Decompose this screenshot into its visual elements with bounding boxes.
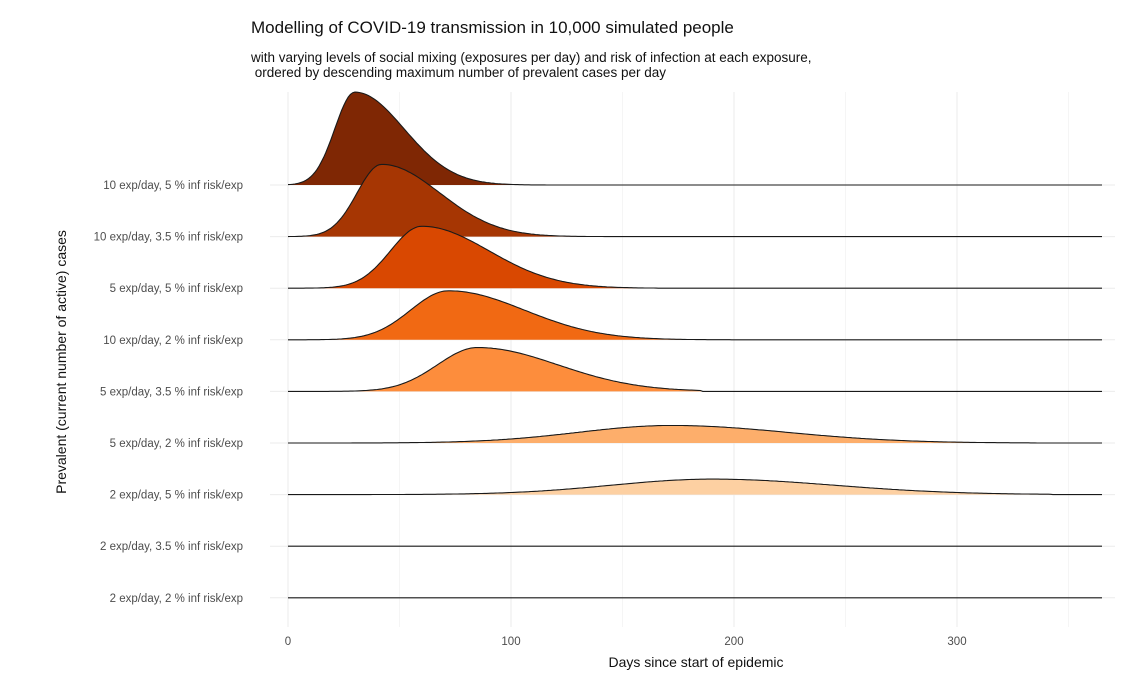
ridge-series bbox=[287, 91, 1102, 186]
ridge-series bbox=[288, 346, 1102, 392]
y-tick-label: 10 exp/day, 2 % inf risk/exp bbox=[103, 335, 243, 347]
ridge-series bbox=[288, 478, 1102, 496]
ridge-area bbox=[288, 164, 1102, 237]
y-tick-label: 2 exp/day, 3.5 % inf risk/exp bbox=[100, 541, 243, 553]
ridge-area bbox=[288, 92, 1102, 185]
ridge-series bbox=[288, 290, 1102, 341]
y-tick-label: 5 exp/day, 2 % inf risk/exp bbox=[110, 438, 243, 450]
y-tick-label: 10 exp/day, 3.5 % inf risk/exp bbox=[94, 232, 243, 244]
y-tick-label: 2 exp/day, 2 % inf risk/exp bbox=[110, 593, 243, 605]
y-tick-labels: 10 exp/day, 5 % inf risk/exp 10 exp/day, … bbox=[94, 180, 243, 605]
ridge-area bbox=[288, 290, 1102, 340]
x-axis-title: Days since start of epidemic bbox=[608, 654, 783, 670]
ridge-line bbox=[287, 163, 1102, 238]
y-tick-label: 5 exp/day, 5 % inf risk/exp bbox=[110, 283, 243, 295]
x-tick-label: 0 bbox=[285, 636, 291, 648]
y-tick-label: 5 exp/day, 3.5 % inf risk/exp bbox=[100, 386, 243, 398]
y-axis-title: Prevalent (current number of active) cas… bbox=[53, 230, 69, 494]
ridge-area bbox=[288, 226, 1102, 289]
y-tick-label: 10 exp/day, 5 % inf risk/exp bbox=[103, 180, 243, 192]
ridge-line bbox=[288, 424, 1102, 444]
ridge-line bbox=[288, 225, 1102, 289]
ridge-area bbox=[288, 425, 1102, 443]
ridges bbox=[287, 91, 1102, 599]
x-tick-labels: 0 100 200 300 bbox=[285, 636, 967, 648]
ridge-line bbox=[287, 91, 1102, 186]
ridge-line bbox=[288, 346, 1102, 392]
ridge-series bbox=[287, 163, 1102, 238]
ridge-series bbox=[288, 424, 1102, 444]
ridge-area bbox=[288, 479, 1102, 495]
ridge-line bbox=[288, 290, 1102, 341]
x-tick-label: 200 bbox=[724, 636, 743, 648]
chart-subtitle: with varying levels of social mixing (ex… bbox=[251, 50, 812, 80]
ridge-area bbox=[288, 347, 1102, 392]
x-tick-label: 300 bbox=[947, 636, 966, 648]
chart-title: Modelling of COVID-19 transmission in 10… bbox=[251, 18, 734, 37]
ridge-series bbox=[288, 225, 1102, 289]
ridge-line bbox=[288, 478, 1102, 496]
x-tick-label: 100 bbox=[501, 636, 520, 648]
y-tick-label: 2 exp/day, 5 % inf risk/exp bbox=[110, 490, 243, 502]
